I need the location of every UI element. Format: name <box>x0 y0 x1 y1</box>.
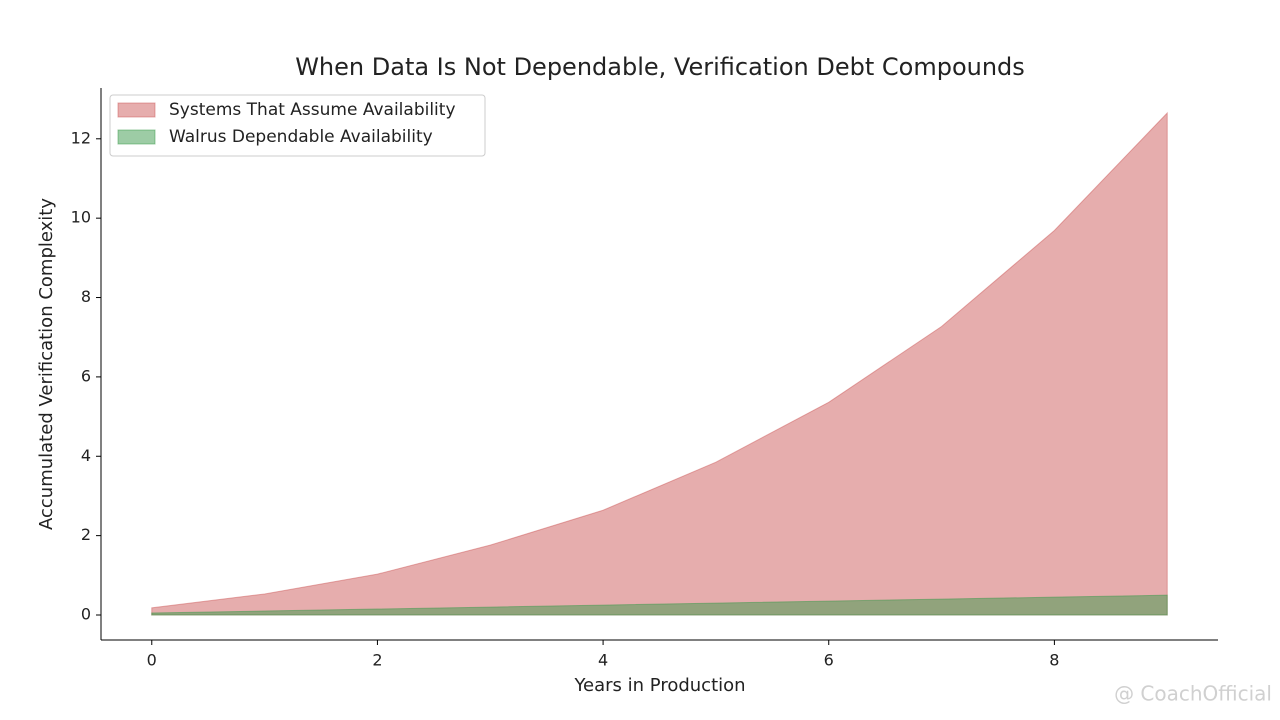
chart-title: When Data Is Not Dependable, Verificatio… <box>295 53 1025 81</box>
legend-label: Walrus Dependable Availability <box>169 127 433 147</box>
y-tick-label: 2 <box>81 525 91 544</box>
y-tick-label: 6 <box>81 366 91 385</box>
legend-swatch <box>117 102 156 118</box>
legend-swatch <box>117 129 156 145</box>
legend-box <box>109 94 486 157</box>
x-tick-label: 8 <box>1049 651 1059 670</box>
y-axis-label: Accumulated Verification Complexity <box>36 198 57 530</box>
x-tick-label: 0 <box>147 651 157 670</box>
x-axis-label: Years in Production <box>573 675 745 696</box>
legend: Systems That Assume Availability Walrus D… <box>109 94 486 157</box>
y-tick-label: 0 <box>81 604 91 623</box>
area <box>151 594 1168 616</box>
y-tick-label: 4 <box>81 446 91 465</box>
y-tick-label: 8 <box>81 287 91 306</box>
x-tick-label: 4 <box>598 651 608 670</box>
watermark: @ CoachOfficial <box>1114 682 1272 706</box>
y-tick-label: 10 <box>71 208 91 227</box>
x-tick-label: 6 <box>824 651 834 670</box>
legend-label: Systems That Assume Availability <box>169 100 456 120</box>
y-tick-label: 12 <box>71 128 91 147</box>
area <box>151 111 1168 616</box>
x-tick-label: 2 <box>372 651 382 670</box>
